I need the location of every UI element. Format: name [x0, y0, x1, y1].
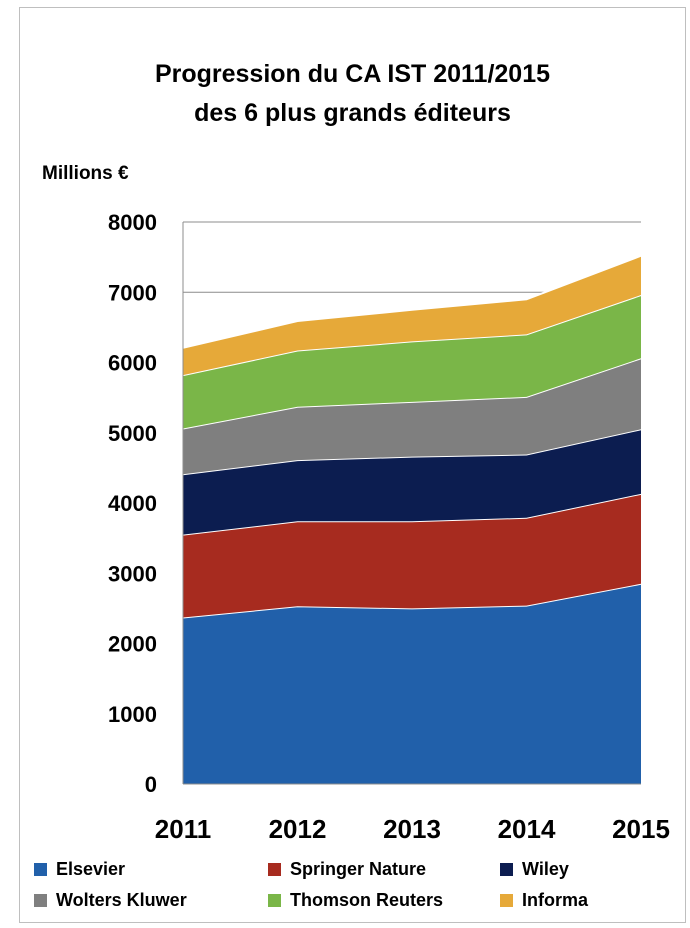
legend-item-informa: Informa	[500, 890, 588, 911]
y-tick-label-1000: 1000	[108, 702, 157, 727]
legend-swatch	[34, 863, 47, 876]
legend-label: Informa	[522, 890, 589, 910]
y-tick-label-2000: 2000	[108, 632, 157, 657]
area-wiley	[183, 429, 641, 535]
legend-swatch	[268, 894, 281, 907]
area-thomson-reuters	[183, 295, 641, 429]
legend-label: Elsevier	[56, 859, 126, 879]
legend-item-thomson-reuters: Thomson Reuters	[268, 890, 443, 911]
legend-swatch	[500, 863, 513, 876]
legend-label: Springer Nature	[290, 859, 427, 879]
area-edge-informa	[182, 254, 642, 349]
legend-swatch	[500, 894, 513, 907]
legend-swatch	[34, 894, 47, 907]
area-wolters-kluwer	[183, 358, 641, 475]
y-tick-label-4000: 4000	[108, 491, 157, 516]
x-tick-label-2013: 2013	[383, 814, 441, 844]
x-tick-label-2015: 2015	[612, 814, 670, 844]
y-tick-label-0: 0	[145, 772, 157, 797]
y-tick-label-5000: 5000	[108, 421, 157, 446]
x-tick-label-2012: 2012	[269, 814, 327, 844]
chart-title: Progression du CA IST 2011/2015	[154, 60, 551, 88]
y-axis-label: Millions €	[42, 163, 129, 184]
area-elsevier	[183, 583, 641, 784]
y-tick-label-8000: 8000	[108, 210, 157, 235]
area-springer-nature	[183, 493, 641, 618]
legend-item-wolters-kluwer: Wolters Kluwer	[34, 890, 187, 911]
legend-item-wiley: Wiley	[500, 859, 569, 880]
legend-label: Thomson Reuters	[290, 890, 444, 910]
legend-label: Wiley	[522, 859, 569, 879]
y-tick-label-7000: 7000	[108, 280, 157, 305]
legend-item-springer-nature: Springer Nature	[268, 859, 426, 880]
x-tick-label-2011: 2011	[155, 814, 211, 844]
y-tick-label-3000: 3000	[108, 561, 157, 586]
x-tick-label-2014: 2014	[498, 814, 556, 844]
legend-swatch	[268, 863, 281, 876]
legend-item-elsevier: Elsevier	[34, 859, 125, 880]
y-tick-label-6000: 6000	[108, 351, 157, 376]
area-informa	[183, 255, 641, 376]
legend-label: Wolters Kluwer	[56, 890, 187, 910]
chart-subtitle: des 6 plus grands éditeurs	[194, 99, 511, 127]
